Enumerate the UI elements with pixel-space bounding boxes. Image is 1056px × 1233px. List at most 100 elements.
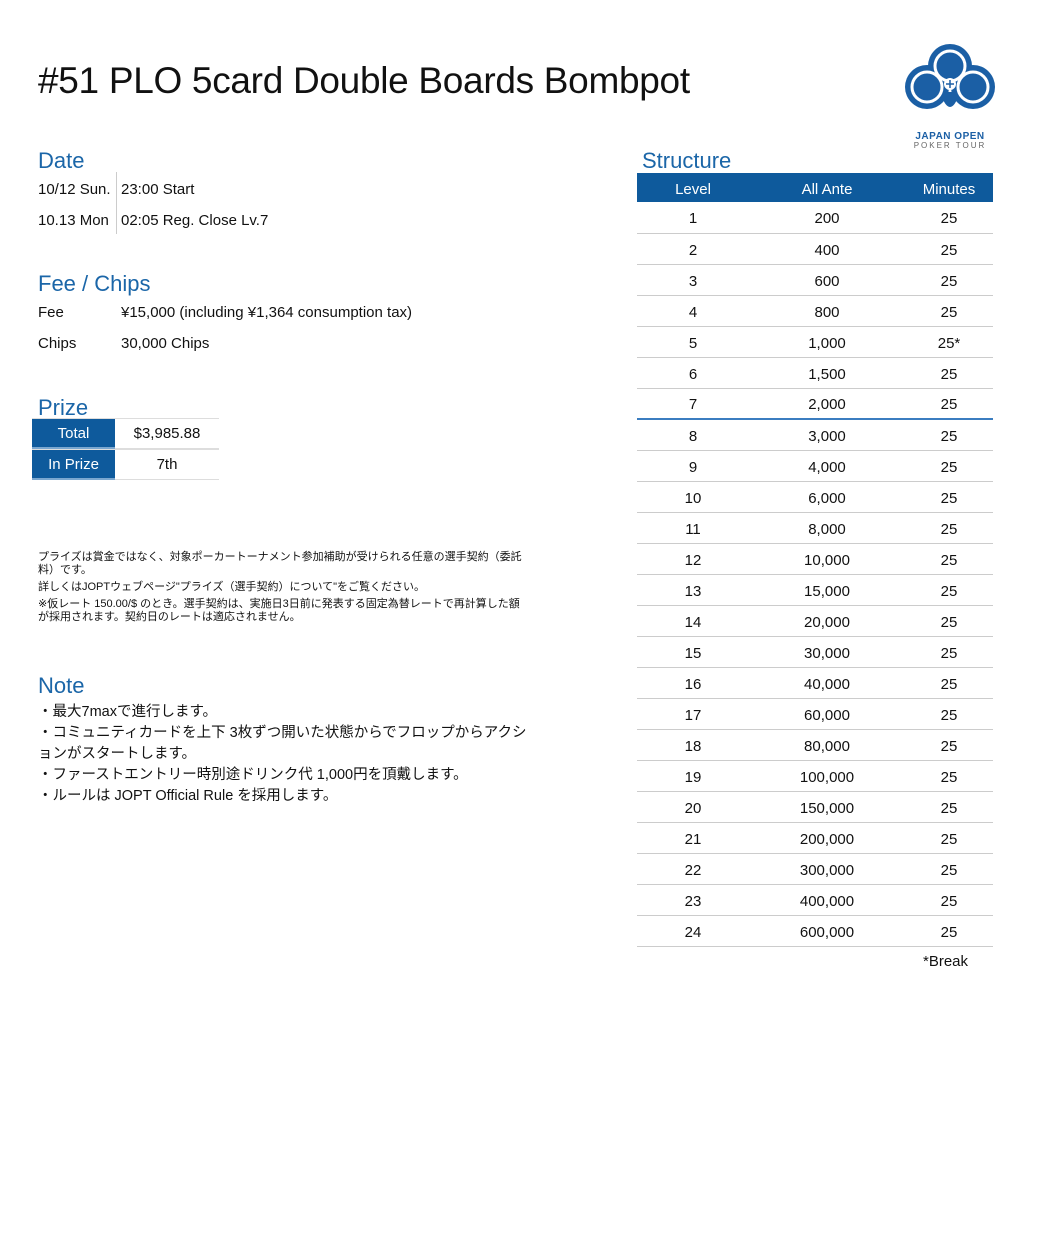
minutes-cell: 25 — [905, 264, 993, 296]
minutes-cell: 25 — [905, 698, 993, 730]
minutes-cell: 25* — [905, 326, 993, 358]
level-cell: 6 — [637, 357, 749, 389]
ante-cell: 600,000 — [749, 915, 905, 947]
table-row: 13 15,000 25 — [637, 574, 993, 606]
fee-value: ¥15,000 (including ¥1,364 consumption ta… — [121, 304, 413, 321]
table-row: 24 600,000 25 — [637, 915, 993, 947]
level-cell: 23 — [637, 884, 749, 916]
note-list: ・最大7maxで進行します。 ・コミュニティカードを上下 3枚ずつ開いた状態から… — [38, 702, 528, 807]
minutes-cell: 25 — [905, 233, 993, 265]
level-cell: 17 — [637, 698, 749, 730]
minutes-cell: 25 — [905, 295, 993, 327]
table-row: 22 300,000 25 — [637, 853, 993, 885]
ante-cell: 6,000 — [749, 481, 905, 513]
ante-cell: 3,000 — [749, 419, 905, 451]
note-heading: Note — [38, 673, 85, 698]
ante-cell: 4,000 — [749, 450, 905, 482]
minutes-cell: 25 — [905, 667, 993, 699]
ante-cell: 1,000 — [749, 326, 905, 358]
ante-cell: 60,000 — [749, 698, 905, 730]
prize-table: Total $3,985.88 In Prize 7th — [32, 418, 219, 480]
table-row: 4 800 25 — [637, 295, 993, 327]
table-row: 21 200,000 25 — [637, 822, 993, 854]
minutes-cell: 25 — [905, 605, 993, 637]
level-cell: 4 — [637, 295, 749, 327]
table-row: 2 400 25 — [637, 233, 993, 265]
table-row: 15 30,000 25 — [637, 636, 993, 668]
minutes-cell: 25 — [905, 543, 993, 575]
minutes-cell: 25 — [905, 388, 993, 420]
level-cell: 22 — [637, 853, 749, 885]
ante-cell: 2,000 — [749, 388, 905, 420]
ante-cell: 400 — [749, 233, 905, 265]
disclaimer-1: プライズは賞金ではなく、対象ポーカートーナメント参加補助が受けられる任意の選手契… — [38, 551, 522, 576]
minutes-cell: 25 — [905, 636, 993, 668]
ante-cell: 20,000 — [749, 605, 905, 637]
ante-cell: 100,000 — [749, 760, 905, 792]
level-cell: 5 — [637, 326, 749, 358]
level-cell: 7 — [637, 388, 749, 420]
minutes-cell: 25 — [905, 729, 993, 761]
divider — [116, 172, 117, 234]
level-cell: 19 — [637, 760, 749, 792]
level-cell: 3 — [637, 264, 749, 296]
ante-cell: 600 — [749, 264, 905, 296]
minutes-cell: 25 — [905, 512, 993, 544]
break-footnote: *Break — [923, 953, 969, 970]
ante-cell: 200,000 — [749, 822, 905, 854]
minutes-cell: 25 — [905, 202, 993, 234]
note-item: ・ファーストエントリー時別途ドリンク代 1,000円を頂戴します。 — [38, 767, 468, 783]
minutes-cell: 25 — [905, 574, 993, 606]
ante-cell: 800 — [749, 295, 905, 327]
date-info-2: 02:05 Reg. Close Lv.7 — [121, 212, 269, 229]
prize-label: Total — [32, 419, 115, 449]
table-row: 10 6,000 25 — [637, 481, 993, 513]
table-row: 7 2,000 25 — [637, 388, 993, 420]
table-row: 8 3,000 25 — [637, 419, 993, 451]
level-cell: 9 — [637, 450, 749, 482]
date-day-1: 10/12 Sun. — [38, 181, 111, 198]
date-day-2: 10.13 Mon — [38, 212, 109, 229]
level-cell: 20 — [637, 791, 749, 823]
prize-row: In Prize 7th — [32, 449, 219, 480]
disclaimer-2: 詳しくはJOPTウェブページ"プライズ（選手契約）について"をご覧ください。 — [38, 581, 426, 593]
col-minutes: Minutes — [905, 173, 993, 202]
minutes-cell: 25 — [905, 419, 993, 451]
prize-row: Total $3,985.88 — [32, 418, 219, 449]
minutes-cell: 25 — [905, 915, 993, 947]
ante-cell: 15,000 — [749, 574, 905, 606]
minutes-cell: 25 — [905, 853, 993, 885]
fee-heading: Fee / Chips — [38, 271, 151, 296]
table-header: Level All Ante Minutes — [637, 173, 993, 202]
note-item: ・コミュニティカードを上下 3枚ずつ開いた状態からでフロップからアクションがスタ… — [38, 725, 527, 762]
level-cell: 12 — [637, 543, 749, 575]
table-row: 11 8,000 25 — [637, 512, 993, 544]
logo-text-2: POKER TOUR — [913, 141, 987, 150]
note-item: ・ルールは JOPT Official Rule を採用します。 — [38, 788, 338, 804]
ante-cell: 40,000 — [749, 667, 905, 699]
ante-cell: 80,000 — [749, 729, 905, 761]
jopt-logo: JAPAN OPEN POKER TOUR — [905, 42, 995, 150]
minutes-cell: 25 — [905, 822, 993, 854]
ante-cell: 10,000 — [749, 543, 905, 575]
level-cell: 16 — [637, 667, 749, 699]
ante-cell: 200 — [749, 202, 905, 234]
level-cell: 10 — [637, 481, 749, 513]
ante-cell: 400,000 — [749, 884, 905, 916]
table-row: 6 1,500 25 — [637, 357, 993, 389]
disclaimer-3: ※仮レート 150.00/$ のとき。選手契約は、実施日3日前に発表する固定為替… — [38, 598, 520, 623]
minutes-cell: 25 — [905, 760, 993, 792]
level-cell: 8 — [637, 419, 749, 451]
minutes-cell: 25 — [905, 450, 993, 482]
table-row: 20 150,000 25 — [637, 791, 993, 823]
level-cell: 1 — [637, 202, 749, 234]
table-row: 3 600 25 — [637, 264, 993, 296]
ante-cell: 1,500 — [749, 357, 905, 389]
table-row: 1 200 25 — [637, 202, 993, 234]
ante-cell: 30,000 — [749, 636, 905, 668]
table-row: 5 1,000 25* — [637, 326, 993, 358]
prize-label: In Prize — [32, 450, 115, 480]
level-cell: 11 — [637, 512, 749, 544]
chips-value: 30,000 Chips — [121, 335, 210, 352]
level-cell: 15 — [637, 636, 749, 668]
